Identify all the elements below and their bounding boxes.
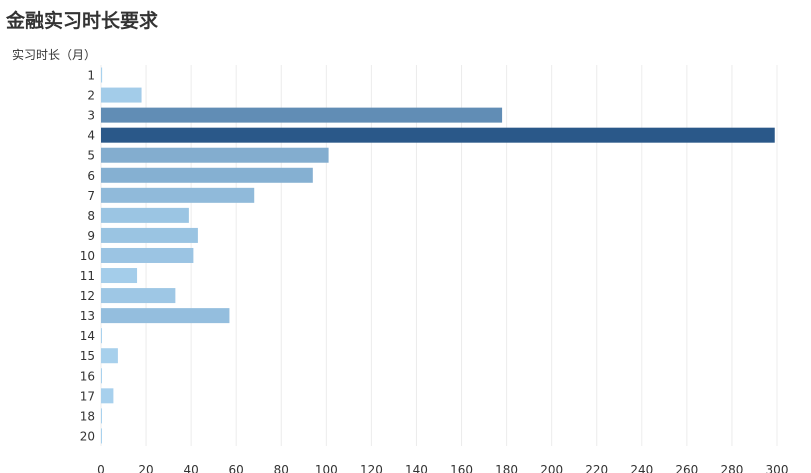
x-tick-label: 300	[766, 463, 789, 473]
x-tick-label: 60	[229, 463, 244, 473]
x-tick-label: 20	[138, 463, 153, 473]
y-tick-label: 10	[80, 249, 95, 263]
x-tick-label: 260	[675, 463, 698, 473]
x-tick-label: 200	[540, 463, 563, 473]
bar-13[interactable]	[101, 308, 230, 324]
x-tick-label: 220	[585, 463, 608, 473]
bar-12[interactable]	[101, 288, 176, 304]
x-tick-label: 80	[274, 463, 289, 473]
bar-8[interactable]	[101, 207, 189, 223]
x-tick-label: 280	[720, 463, 743, 473]
y-tick-label: 20	[80, 429, 95, 443]
bar-3[interactable]	[101, 107, 503, 123]
chart-title: 金融实习时长要求	[6, 10, 159, 32]
bar-14[interactable]	[101, 328, 102, 344]
bar-9[interactable]	[101, 227, 198, 243]
y-tick-label: 14	[80, 329, 95, 343]
y-tick-label: 6	[87, 169, 95, 183]
x-tick-label: 240	[630, 463, 653, 473]
bar-20[interactable]	[101, 428, 102, 444]
x-tick-label: 100	[315, 463, 338, 473]
y-tick-label: 13	[80, 309, 95, 323]
bar-16[interactable]	[101, 368, 102, 384]
x-tick-label: 0	[97, 463, 105, 473]
bar-5[interactable]	[101, 147, 329, 163]
x-tick-label: 180	[495, 463, 518, 473]
bar-17[interactable]	[101, 388, 114, 404]
bar-18[interactable]	[101, 408, 102, 424]
y-axis-label: 实习时长（月）	[12, 48, 97, 62]
y-tick-label: 5	[87, 149, 95, 163]
bars	[101, 67, 775, 444]
y-tick-label: 12	[80, 289, 95, 303]
y-tick-label: 11	[80, 269, 95, 283]
y-tick-label: 7	[87, 189, 95, 203]
x-tick-labels: 0 20 40 60 80 100 120 140 160 180 200 220 240 260 280 3…	[97, 463, 788, 473]
bar-10[interactable]	[101, 247, 194, 263]
y-tick-label: 15	[80, 349, 95, 363]
bar-11[interactable]	[101, 268, 138, 284]
y-tick-label: 4	[87, 129, 95, 143]
bar-2[interactable]	[101, 87, 142, 103]
y-tick-label: 9	[87, 229, 95, 243]
y-tick-label: 1	[87, 69, 95, 83]
y-tick-label: 8	[87, 209, 95, 223]
bar-15[interactable]	[101, 348, 118, 364]
y-tick-label: 17	[80, 389, 95, 403]
y-tick-label: 2	[87, 89, 95, 103]
bar-1[interactable]	[101, 67, 103, 83]
y-tick-label: 16	[80, 369, 95, 383]
x-tick-label: 40	[183, 463, 198, 473]
x-tick-label: 140	[405, 463, 428, 473]
bar-7[interactable]	[101, 187, 255, 203]
x-tick-label: 160	[450, 463, 473, 473]
x-tick-label: 120	[360, 463, 383, 473]
bar-6[interactable]	[101, 167, 313, 183]
y-tick-label: 18	[80, 409, 95, 423]
bar-4[interactable]	[101, 127, 775, 143]
y-tick-label: 3	[87, 109, 95, 123]
